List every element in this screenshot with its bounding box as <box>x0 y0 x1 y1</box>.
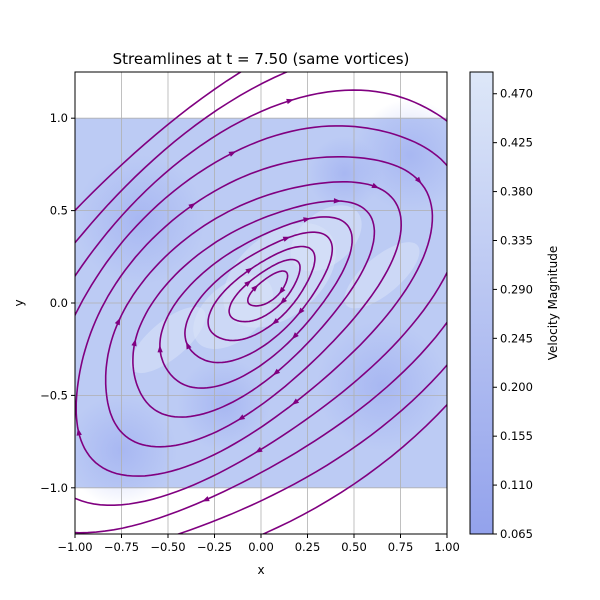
streamline-arrow-4-0 <box>291 332 299 340</box>
x-tick-label-6: 0.50 <box>341 540 367 554</box>
colorbar-tick-label-4: 0.245 <box>500 331 533 345</box>
streamline-5 <box>132 200 376 418</box>
x-axis-ticks: −1.00 −0.75 −0.50 −0.25 0.00 0.25 0.50 0.75 1.00 <box>57 534 460 554</box>
streamline-1 <box>228 258 301 323</box>
x-axis-label: x <box>257 563 264 577</box>
colorbar: 0.065 0.110 0.155 0.200 0.245 0.290 0.335 0.380… <box>469 71 560 541</box>
streamline-arrow-0-1 <box>251 284 259 292</box>
colorbar-tick-label-5: 0.290 <box>500 282 533 296</box>
plot-area <box>4 10 514 586</box>
streamline-arrow-2-1 <box>245 267 253 274</box>
x-tick-label-5: 0.25 <box>295 540 321 554</box>
colorbar-label: Velocity Magnitude <box>546 246 560 360</box>
streamline-7 <box>75 156 434 477</box>
streamline-arrow-8-3 <box>457 186 462 194</box>
y-tick-label-4: 1.0 <box>50 111 68 125</box>
streamline-arrow-9-2 <box>286 98 294 105</box>
colorbar-tick-label-0: 0.065 <box>500 527 533 541</box>
streamline-arrow-4-1 <box>157 345 163 353</box>
streamline-arrow-6-1 <box>114 317 121 326</box>
field-low-region-5 <box>307 136 382 211</box>
grid-lines <box>75 72 447 534</box>
x-tick-label-7: 0.75 <box>388 540 414 554</box>
streamline-2 <box>207 245 316 342</box>
field-high-region-1 <box>193 275 273 349</box>
streamline-arrow-11-2 <box>450 10 458 15</box>
streamline-arrow-9-1 <box>9 393 14 401</box>
streamline-arrow-8-1 <box>38 418 43 426</box>
x-tick-label-3: −0.25 <box>197 540 232 554</box>
streamline-arrow-1-1 <box>244 280 252 287</box>
x-tick-label-4: 0.00 <box>248 540 274 554</box>
streamline-arrow-0-0 <box>278 286 286 295</box>
y-tick-label-2: 0.0 <box>50 296 68 310</box>
streamline-6 <box>104 181 403 448</box>
streamline-arrow-5-0 <box>272 368 281 376</box>
streamline-arrow-2-0 <box>271 318 280 325</box>
streamline-9 <box>75 89 447 534</box>
streamline-8 <box>75 125 447 506</box>
streamline-arrow-7-1 <box>76 428 82 436</box>
colorbar-ticks: 0.065 0.110 0.155 0.200 0.245 0.290 0.335 0.380… <box>493 87 533 541</box>
streamline-arrow-8-2 <box>228 151 237 157</box>
colorbar-tick-label-1: 0.110 <box>500 478 533 492</box>
y-axis-label: y <box>12 299 26 306</box>
y-tick-label-0: −1.0 <box>40 481 68 495</box>
streamline-arrow-3-1 <box>186 341 192 350</box>
streamline-arrow-10-3 <box>509 256 514 264</box>
streamline-4 <box>159 216 353 389</box>
chart-title: Streamlines at t = 7.50 (same vortices) <box>113 50 410 68</box>
streamline-arrow-7-0 <box>291 398 300 405</box>
field-low-region-1 <box>316 321 447 452</box>
streamline-arrow-4-2 <box>303 217 311 223</box>
streamline-10 <box>75 72 447 534</box>
streamline-arrow-11-1 <box>4 282 11 289</box>
colorbar-tick-label-7: 0.380 <box>500 185 533 199</box>
colorbar-gradient <box>469 71 494 535</box>
streamline-arrow-9-0 <box>202 496 210 502</box>
x-tick-label-8: 1.00 <box>434 540 460 554</box>
streamline-arrow-3-2 <box>282 236 291 242</box>
field-low-region-2 <box>75 395 178 507</box>
field-low-region-0 <box>75 154 206 285</box>
streamline-arrow-8-0 <box>255 446 263 453</box>
colorbar-tick-label-2: 0.155 <box>500 429 533 443</box>
streamline-3 <box>184 231 334 364</box>
x-tick-label-0: −1.00 <box>57 540 92 554</box>
field-low-region-4 <box>177 358 271 452</box>
streamline-arrow-6-0 <box>237 414 246 421</box>
colorbar-tick-label-8: 0.425 <box>500 136 533 150</box>
y-tick-label-3: 0.5 <box>50 204 68 218</box>
streamline-arrow-11-0 <box>48 581 55 586</box>
colorbar-tick-label-9: 0.470 <box>500 87 533 101</box>
y-tick-label-1: −0.5 <box>40 388 68 402</box>
colorbar-tick-label-6: 0.335 <box>500 233 533 247</box>
streamline-arrow-5-1 <box>131 338 137 347</box>
streamline-arrow-6-2 <box>371 182 380 189</box>
streamlines <box>4 10 514 586</box>
streamline-arrow-3-0 <box>297 307 305 315</box>
y-axis-ticks: −1.0 −0.5 0.0 0.5 1.0 <box>40 111 75 495</box>
streamline-arrow-5-2 <box>333 198 342 204</box>
x-tick-label-2: −0.50 <box>150 540 185 554</box>
streamline-arrow-7-2 <box>188 202 196 210</box>
x-tick-label-1: −0.75 <box>104 540 139 554</box>
streamline-arrow-7-3 <box>414 176 422 184</box>
streamline-arrow-1-0 <box>280 297 287 305</box>
colorbar-tick-label-3: 0.200 <box>500 380 533 394</box>
